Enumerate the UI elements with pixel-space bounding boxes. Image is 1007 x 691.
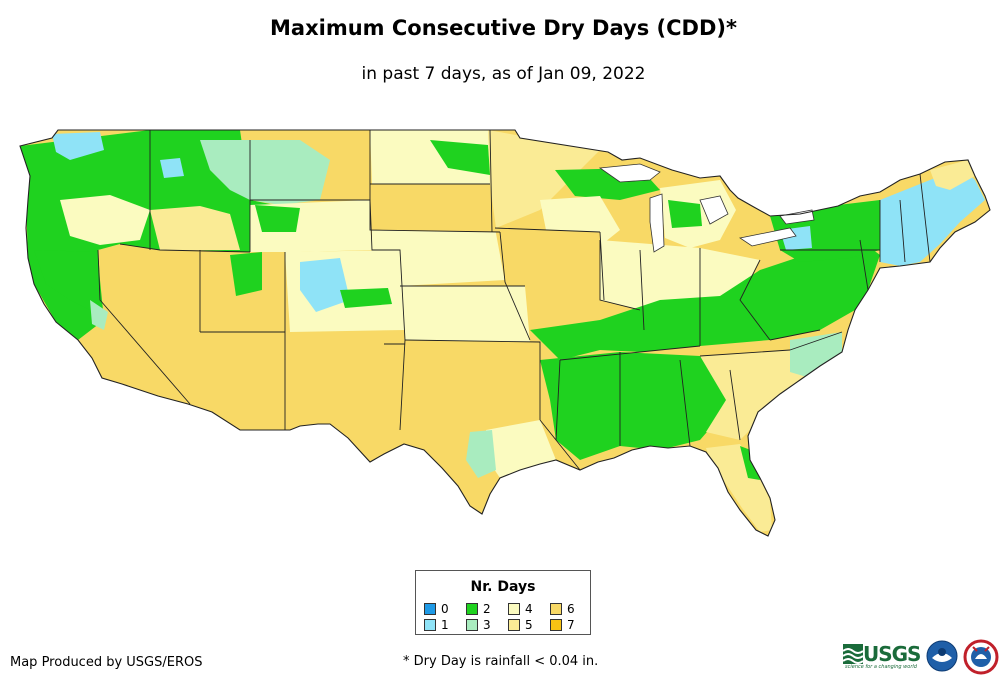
legend-item: 3: [466, 618, 491, 632]
legend-label: 5: [525, 618, 533, 632]
legend-label: 1: [441, 618, 449, 632]
agency-logos: USGS science for a changing world: [843, 638, 1003, 678]
map-subtitle: in past 7 days, as of Jan 09, 2022: [361, 64, 646, 84]
region-idaho-blue: [160, 158, 184, 178]
legend-swatch: [466, 603, 478, 615]
region-new-england-blue: [880, 168, 985, 266]
legend-swatch: [424, 619, 436, 631]
legend-item: 7: [550, 618, 575, 632]
legend-label: 0: [441, 602, 449, 616]
legend-swatch: [550, 619, 562, 631]
legend-swatch: [508, 603, 520, 615]
region-ohio-valley-green: [530, 240, 880, 360]
legend-item: 1: [424, 618, 449, 632]
legend-label: 2: [483, 602, 491, 616]
legend-label: 6: [567, 602, 575, 616]
region-florida-mix: [706, 444, 772, 532]
legend-swatch: [508, 619, 520, 631]
legend-item: 2: [466, 602, 491, 616]
region-texas-lightgreen: [466, 430, 496, 478]
usgs-wordmark: USGS: [863, 642, 921, 666]
region-kansas-pale: [400, 286, 530, 342]
legend-item: 4: [508, 602, 533, 616]
region-washington-blue: [52, 132, 104, 160]
map-credit: Map Produced by USGS/EROS: [10, 655, 203, 670]
region-iowa-base: [495, 228, 604, 282]
legend-label: 7: [567, 618, 575, 632]
region-minnesota-green: [430, 140, 490, 175]
nws-logo-icon: [963, 639, 999, 675]
legend-label: 3: [483, 618, 491, 632]
region-idaho-pale: [150, 206, 240, 250]
legend-item: 0: [424, 602, 449, 616]
legend-swatch: [424, 603, 436, 615]
legend-item: 6: [550, 602, 575, 616]
usgs-tagline: science for a changing world: [845, 664, 917, 670]
region-colorado-blue: [300, 258, 350, 312]
state-borders: [97, 129, 931, 471]
legend-swatch: [550, 603, 562, 615]
dry-day-footnote: * Dry Day is rainfall < 0.04 in.: [403, 654, 599, 669]
legend-swatch: [466, 619, 478, 631]
region-michigan-green: [668, 200, 702, 228]
region-utah-green: [230, 252, 262, 296]
region-nebraska-pale: [372, 230, 505, 286]
usgs-wave-icon: [843, 644, 863, 664]
region-california-green: [34, 250, 100, 312]
usgs-logo: USGS: [843, 642, 921, 666]
region-california-lightgreen: [90, 300, 108, 330]
region-montana-lightgreen: [200, 140, 330, 205]
region-maine-pale: [930, 160, 975, 190]
region-texas-pale: [486, 420, 556, 478]
legend-title: Nr. Days: [470, 579, 536, 595]
map-title: Maximum Consecutive Dry Days (CDD)*: [270, 16, 737, 40]
legend: Nr. Days 0 1 2 3 4 5 6 7: [415, 570, 591, 635]
legend-label: 4: [525, 602, 533, 616]
great-lakes: [598, 163, 815, 253]
region-carolina-lightgreen: [790, 332, 842, 378]
cdd-category-regions: [20, 130, 985, 532]
noaa-logo-icon: [926, 640, 958, 672]
region-minnesota-pale: [488, 130, 600, 228]
region-wyoming-green: [255, 205, 300, 232]
region-colorado-green: [340, 288, 392, 308]
legend-item: 5: [508, 618, 533, 632]
region-oregon-pale: [60, 195, 150, 245]
